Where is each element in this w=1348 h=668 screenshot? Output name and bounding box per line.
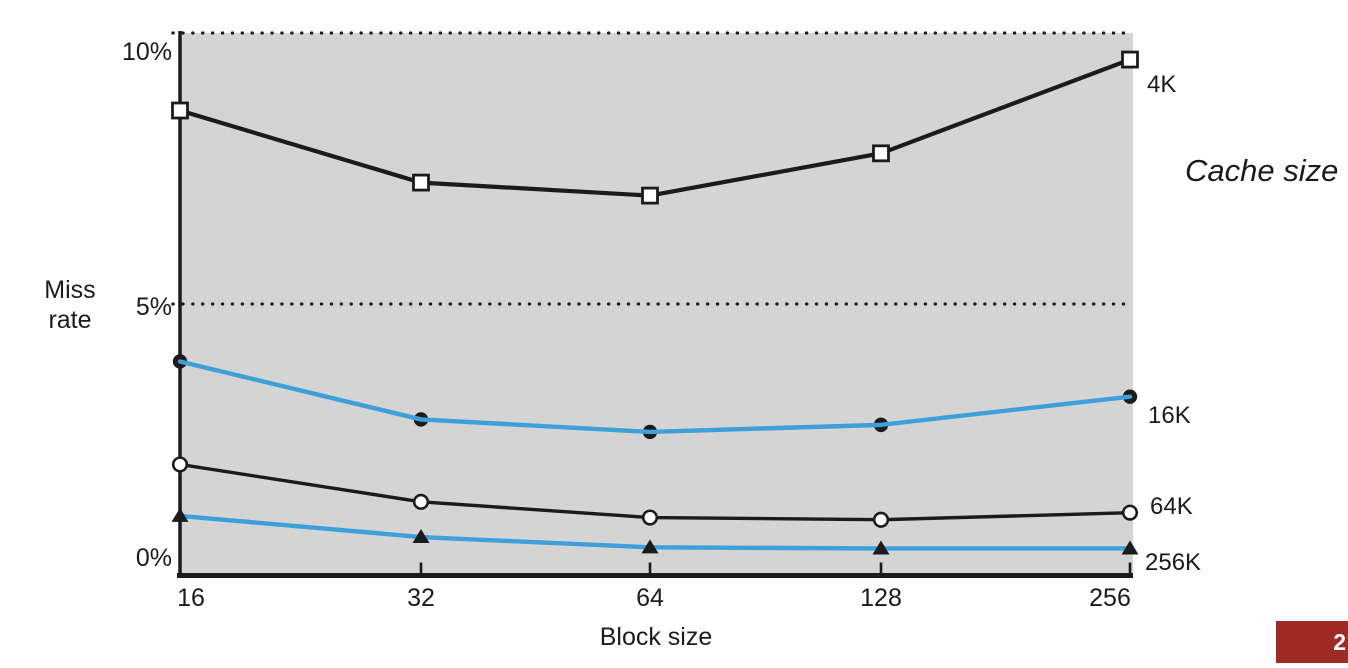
y-axis-title-line2: rate xyxy=(48,306,91,334)
series-label-64k: 64K xyxy=(1150,493,1193,520)
series-layer xyxy=(171,50,1139,555)
xtick-label-128: 128 xyxy=(860,584,902,612)
xtick-label-16: 16 xyxy=(177,584,205,612)
x-axis-title: Block size xyxy=(600,623,713,651)
ytick-label-10: 10% xyxy=(122,38,172,66)
footer-accent-bar: 2 xyxy=(1276,621,1348,663)
xtick-label-32: 32 xyxy=(407,584,435,612)
ytick-label-5: 5% xyxy=(136,293,172,321)
legend-title: Cache size xyxy=(1185,153,1338,188)
ytick-label-0: 0% xyxy=(136,544,172,572)
series-label-16k: 16K xyxy=(1148,402,1191,429)
page-number: 2 xyxy=(1333,628,1346,655)
series-label-256k: 256K xyxy=(1145,549,1201,576)
series-label-4k: 4K xyxy=(1147,71,1176,98)
xtick-label-256: 256 xyxy=(1089,584,1131,612)
y-axis-title-line1: Miss xyxy=(44,276,95,304)
xtick-label-64: 64 xyxy=(636,584,664,612)
